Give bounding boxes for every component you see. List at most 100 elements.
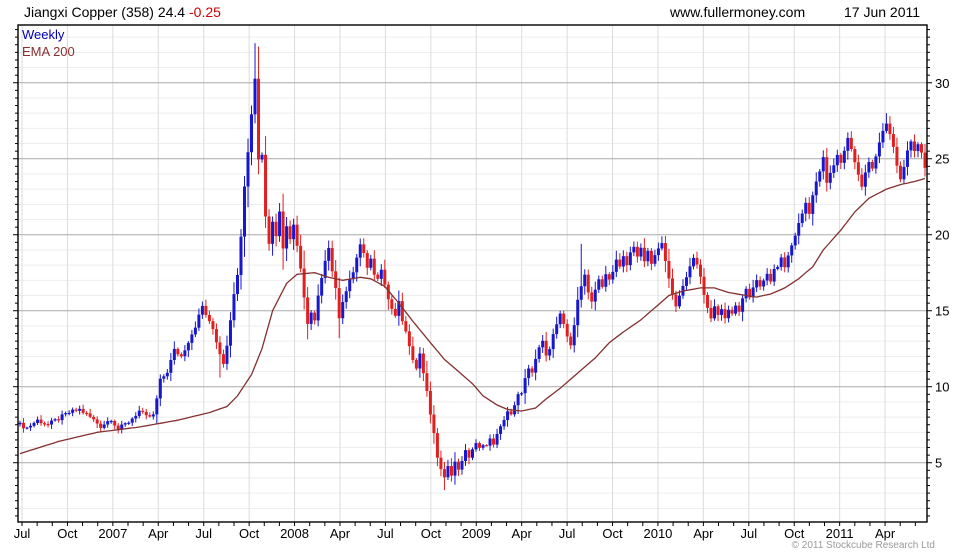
candle-body: [316, 295, 320, 321]
candle-body: [190, 334, 194, 343]
candle-body: [232, 294, 236, 321]
candle-body: [762, 280, 766, 287]
candle-body: [895, 146, 899, 166]
candle-body: [358, 244, 362, 258]
candle-body: [123, 423, 127, 425]
candle-body: [835, 154, 839, 166]
candle-body: [207, 314, 211, 322]
candle-body: [807, 202, 811, 214]
candle-body: [632, 246, 636, 253]
candle-body: [383, 269, 387, 285]
candle-body: [593, 289, 597, 302]
candle-body: [309, 312, 313, 324]
x-axis-label: Oct: [57, 526, 78, 541]
candle-body: [176, 348, 180, 355]
x-axis-label: Oct: [602, 526, 623, 541]
candle-body: [737, 305, 741, 312]
candle-body: [635, 246, 639, 257]
x-axis-label: Oct: [784, 526, 805, 541]
candle-body: [246, 152, 250, 187]
candle-body: [78, 408, 82, 411]
candle-body: [905, 150, 909, 167]
candle-body: [853, 149, 857, 163]
candle-body: [639, 247, 643, 257]
candle-body: [228, 320, 232, 346]
candle-body: [64, 413, 68, 415]
candle-body: [867, 162, 871, 173]
candle-body: [239, 236, 243, 275]
candle-body: [663, 243, 667, 261]
candle-body: [769, 273, 773, 282]
candle-body: [242, 186, 246, 237]
candle-body: [688, 266, 692, 278]
candle-body: [165, 372, 169, 377]
candle-body: [22, 422, 26, 429]
candle-body: [772, 268, 776, 282]
candle-body: [856, 162, 860, 175]
candle-body: [744, 288, 748, 299]
candle-body: [214, 329, 218, 343]
candle-body: [800, 213, 804, 224]
candle-body: [825, 157, 829, 183]
candle-body: [411, 346, 415, 360]
candle-body: [88, 413, 92, 417]
price-change: -0.25: [189, 4, 221, 20]
candle-body: [537, 347, 541, 359]
candle-body: [267, 216, 271, 244]
candle-body: [702, 276, 706, 295]
candle-body: [400, 301, 404, 322]
candle-body: [169, 360, 173, 373]
candle-body: [397, 301, 401, 316]
candle-body: [614, 259, 618, 272]
candle-body: [323, 260, 327, 278]
candle-body: [158, 378, 162, 399]
x-axis-label: 2009: [462, 526, 491, 541]
candle-body: [355, 257, 359, 273]
plot-border: [17, 24, 928, 523]
candle-body: [509, 411, 513, 415]
candle-body: [53, 419, 57, 421]
candle-body: [92, 416, 96, 420]
x-axis-label: Apr: [148, 526, 169, 541]
candle-body: [306, 297, 310, 324]
candle-body: [842, 150, 846, 163]
candle-body: [653, 255, 657, 264]
candle-body: [649, 250, 653, 264]
candle-body: [351, 272, 355, 280]
candle-body: [474, 443, 478, 450]
candle-body: [604, 274, 608, 287]
candle-body: [492, 438, 496, 445]
candle-body: [435, 433, 439, 458]
candle-body: [860, 174, 864, 187]
candle-body: [463, 450, 467, 462]
candle-body: [846, 137, 850, 151]
candle-body: [779, 257, 783, 267]
chart-date: 17 Jun 2011: [844, 4, 921, 20]
candle-body: [200, 305, 204, 315]
candle-body: [46, 423, 50, 426]
candle-body: [186, 342, 190, 351]
candle-body: [909, 141, 913, 151]
x-axis-label: Jul: [377, 526, 394, 541]
timeframe-label: Weekly: [22, 27, 65, 42]
candle-body: [428, 390, 432, 415]
candle-body: [341, 302, 345, 319]
candle-body: [85, 412, 89, 415]
candle-body: [670, 278, 674, 295]
candle-body: [250, 114, 254, 153]
candle-body: [485, 445, 489, 447]
candle-body: [74, 409, 78, 411]
candle-body: [804, 202, 808, 214]
candle-body: [912, 141, 916, 152]
candle-body: [144, 411, 148, 416]
candle-body: [628, 252, 632, 266]
candle-body: [548, 349, 552, 356]
candle-body: [421, 353, 425, 374]
candle-body: [699, 264, 703, 277]
candle-body: [660, 243, 664, 249]
candle-body: [839, 154, 843, 163]
candle-body: [134, 415, 138, 419]
candle-body: [141, 410, 145, 412]
x-axis-label: 2007: [98, 526, 127, 541]
candle-body: [790, 245, 794, 256]
